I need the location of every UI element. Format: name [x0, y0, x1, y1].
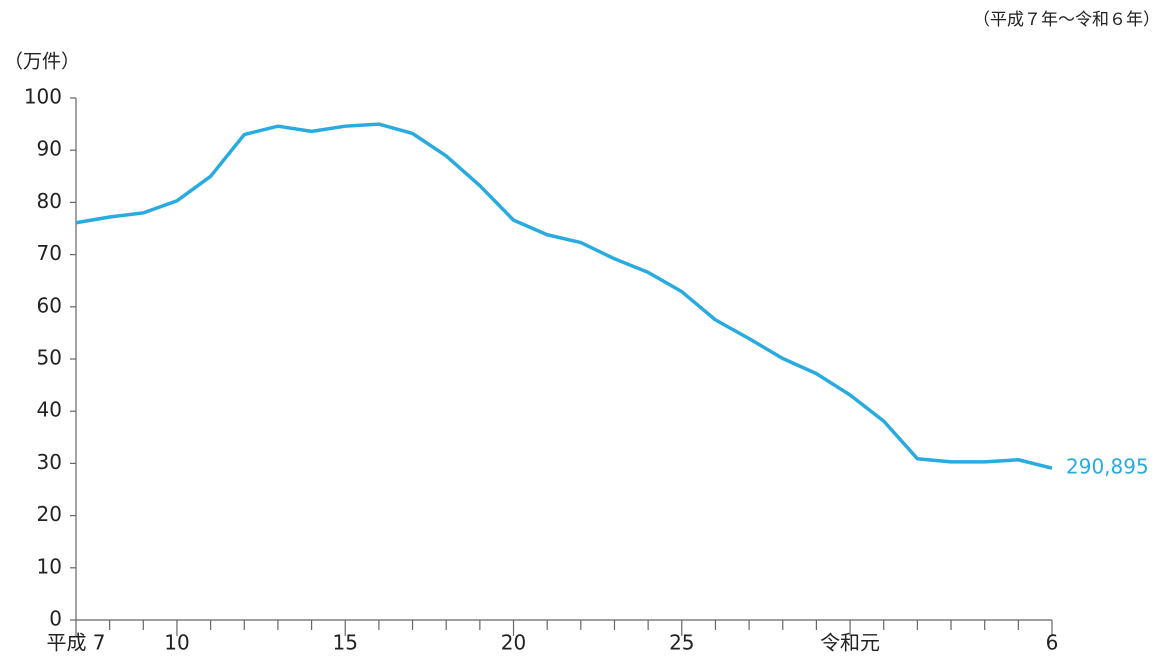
- y-tick-label: 30: [37, 450, 62, 474]
- y-tick-label: 20: [37, 502, 62, 526]
- y-tick-label: 50: [37, 346, 62, 370]
- x-tick-label: 20: [501, 631, 526, 655]
- x-tick-label: 6: [1046, 631, 1059, 655]
- x-tick-label: 平成 7: [46, 631, 105, 655]
- x-tick-label: 25: [669, 631, 694, 655]
- note: （平成７年～令和６年）: [973, 10, 1160, 30]
- x-tick-label: 15: [333, 631, 358, 655]
- y-tick-label: 100: [24, 85, 62, 109]
- y-tick-label: 10: [37, 554, 62, 578]
- x-tick-label: 令和元: [820, 631, 880, 655]
- y-tick-label: 40: [37, 398, 62, 422]
- data-label: 290,895: [1066, 455, 1149, 479]
- x-tick-label: 10: [164, 631, 189, 655]
- y-tick-label: 60: [37, 293, 62, 317]
- y-tick-label: 80: [37, 189, 62, 213]
- y-tick-label: 0: [49, 607, 62, 631]
- y-tick-label: 90: [37, 137, 62, 161]
- y-axis-label: （万件）: [4, 51, 80, 73]
- data-line: [75, 122, 1053, 470]
- y-tick-label: 70: [37, 241, 62, 265]
